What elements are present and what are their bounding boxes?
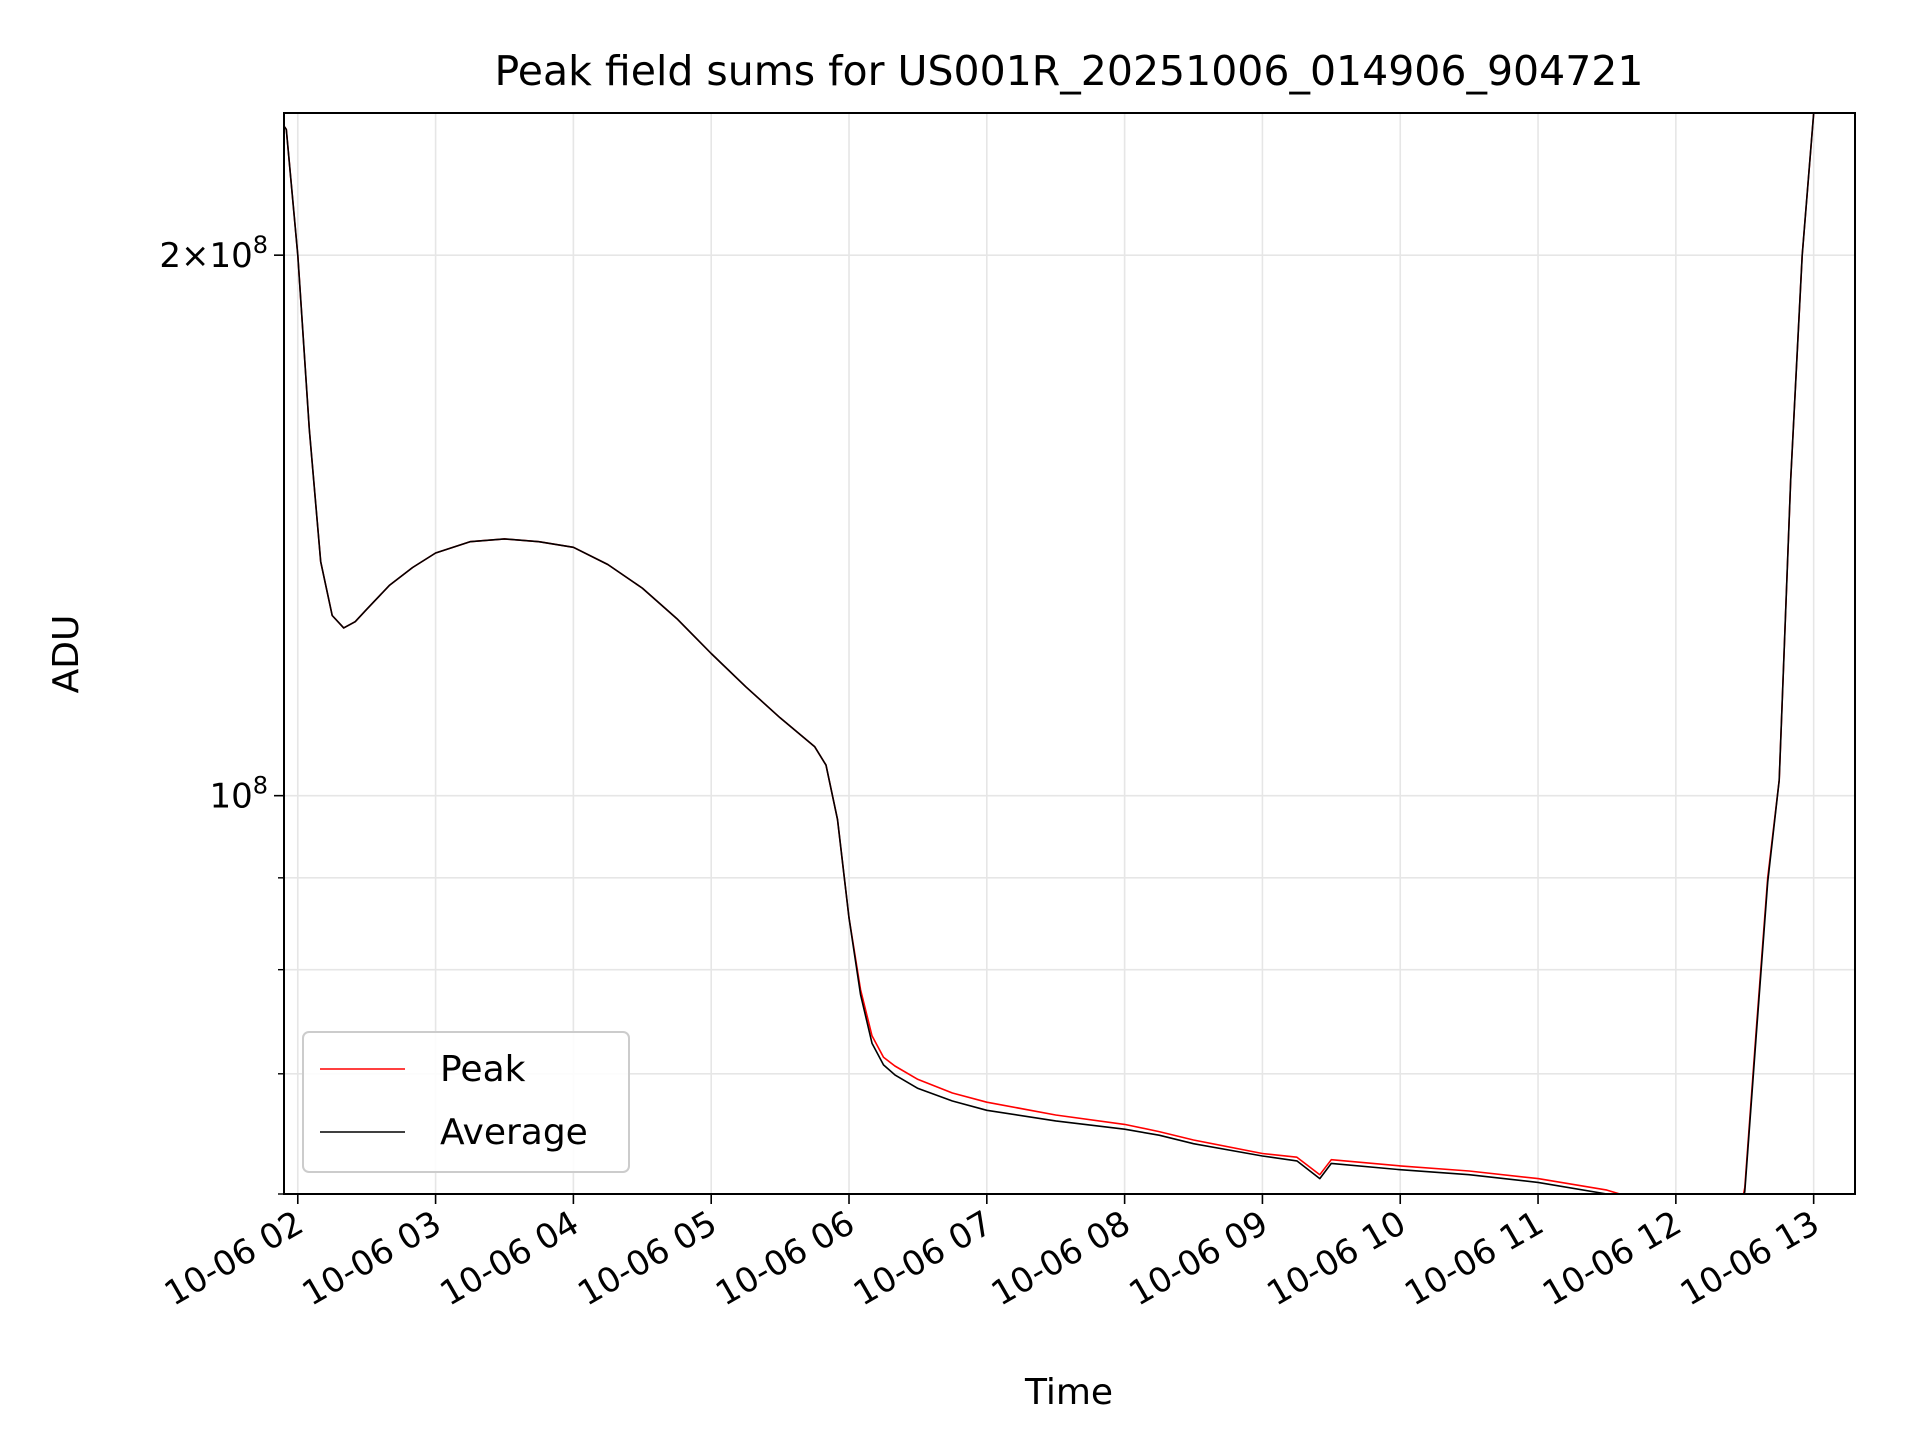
- y-axis-label: ADU: [46, 615, 87, 694]
- y-tick-label: 2×108: [159, 231, 268, 276]
- x-axis-label: Time: [1024, 1372, 1113, 1413]
- legend-box: [302, 1031, 630, 1173]
- legend-peak-label: Peak: [440, 1049, 526, 1090]
- legend: Peak Average: [302, 1031, 630, 1173]
- legend-average-label: Average: [440, 1112, 588, 1153]
- y-axis: 108 2×108: [159, 231, 284, 1195]
- plot-frame: [283, 112, 1856, 1195]
- series-line-average: [284, 113, 1826, 1194]
- chart-title: Peak field sums for US001R_20251006_0149…: [495, 47, 1644, 95]
- y-tick-label: 108: [209, 772, 268, 817]
- series-lines: [284, 113, 1826, 1194]
